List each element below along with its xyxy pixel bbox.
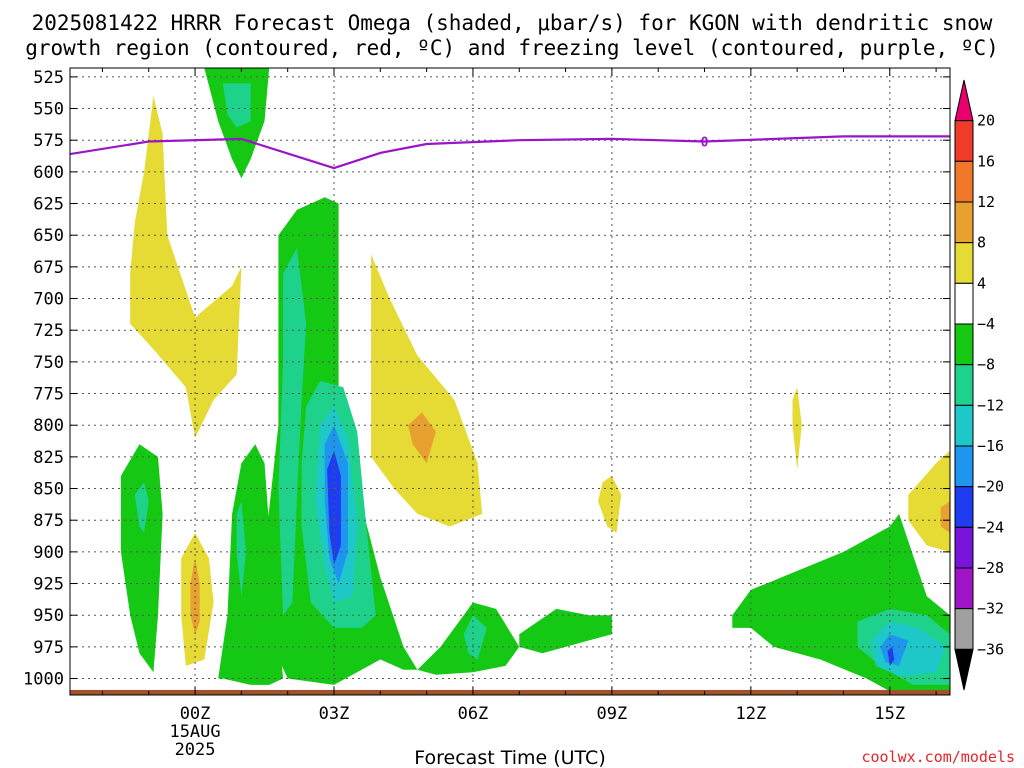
colorbar-label: −8	[977, 356, 995, 374]
colorbar-label: −28	[977, 559, 1004, 577]
colorbar-segment	[954, 567, 974, 610]
y-tick-label: 775	[33, 385, 64, 405]
colorbar-label: 4	[977, 274, 986, 292]
y-tick-label: 1000	[23, 670, 64, 690]
omega-region-4	[792, 387, 802, 470]
y-tick-label: 650	[33, 226, 64, 246]
plot-area: 0	[70, 68, 950, 695]
colorbar-label: 8	[977, 234, 986, 252]
colorbar-top-arrow	[954, 79, 974, 122]
omega-region-6	[408, 412, 436, 464]
y-tick-label: 575	[33, 131, 64, 151]
y-tick-label: 525	[33, 68, 64, 88]
omega-region-12	[120, 444, 163, 673]
omega-region-19	[236, 501, 246, 597]
x-tick-label: 15Z	[874, 704, 905, 724]
y-tick-label: 825	[33, 448, 64, 468]
x-tick-label: 00Z	[180, 704, 211, 724]
omega-region-20	[134, 482, 149, 533]
omega-region-11	[218, 444, 284, 685]
y-tick-label: 700	[33, 290, 64, 310]
omega-region-3	[598, 475, 622, 533]
chart-title-line1: 2025081422 HRRR Forecast Omega (shaded, …	[32, 11, 993, 35]
colorbar-label: 16	[977, 152, 995, 170]
colorbar-segment	[954, 201, 974, 244]
omega-region-5	[908, 450, 950, 552]
colorbar-segment	[954, 242, 974, 284]
y-tick-label: 625	[33, 195, 64, 215]
y-tick-label: 950	[33, 606, 64, 626]
colorbar-segment	[954, 282, 974, 325]
y-tick-label: 675	[33, 258, 64, 278]
terrain-strip	[70, 689, 950, 695]
x-tick-label: 12Z	[735, 704, 766, 724]
colorbar-segment	[954, 323, 974, 366]
x-tick-label: 03Z	[319, 704, 350, 724]
colorbar-segment	[954, 120, 974, 162]
colorbar: 20 16 12 8 4 −4 −8 −12 −16 −20 −24 −28 −32 −36	[954, 79, 1004, 691]
y-tick-label: 900	[33, 543, 64, 563]
omega-region-28	[887, 646, 895, 666]
y-tick-label: 725	[33, 321, 64, 341]
colorbar-label: 12	[977, 193, 995, 211]
omega-region-21	[463, 615, 487, 660]
omega-region-8	[940, 501, 950, 533]
omega-region-26	[880, 634, 909, 666]
x-tick-date: 15AUG	[169, 722, 220, 742]
colorbar-label: 20	[977, 112, 995, 130]
y-tick-label: 875	[33, 511, 64, 531]
x-tick-year: 2025	[175, 740, 216, 760]
omega-region-14	[519, 608, 612, 654]
colorbar-segment	[954, 486, 974, 528]
colorbar-segment	[954, 160, 974, 203]
omega-region-18	[222, 83, 251, 128]
x-tick-label: 06Z	[458, 704, 489, 724]
freezing-level-line	[70, 135, 950, 170]
colorbar-label: −20	[977, 478, 1004, 496]
axes: 525 550 575 600 625 650 675 700 725 750 775 800 825 8…	[23, 67, 951, 760]
colorbar-label: −24	[977, 518, 1004, 536]
y-tick-label: 750	[33, 353, 64, 373]
y-tick-label: 800	[33, 416, 64, 436]
plot-border	[69, 67, 951, 696]
colorbar-segment	[954, 445, 974, 488]
colorbar-bottom-arrow	[954, 648, 974, 691]
y-tick-label: 850	[33, 480, 64, 500]
freezing-level-label: 0	[701, 135, 709, 150]
colorbar-label: −32	[977, 600, 1004, 618]
colorbar-label: −36	[977, 640, 1004, 658]
colorbar-segment	[954, 364, 974, 406]
omega-region-0	[130, 95, 242, 438]
omega-region-16	[278, 247, 307, 616]
credit-link[interactable]: coolwx.com/models	[861, 748, 1015, 766]
colorbar-label: −16	[977, 437, 1004, 455]
chart-title-line2: growth region (contoured, red, ºC) and f…	[25, 36, 999, 60]
colorbar-segment	[954, 608, 974, 650]
y-tick-label: 600	[33, 163, 64, 183]
x-axis-label: Forecast Time (UTC)	[414, 747, 605, 768]
colorbar-segment	[954, 526, 974, 569]
colorbar-label: −12	[977, 396, 1004, 414]
y-tick-label: 925	[33, 575, 64, 595]
y-tick-label: 550	[33, 100, 64, 120]
y-tick-label: 975	[33, 638, 64, 658]
colorbar-label: −4	[977, 315, 995, 333]
shaded-field: 0	[70, 68, 950, 695]
colorbar-segment	[954, 404, 974, 447]
x-tick-label: 09Z	[597, 704, 628, 724]
omega-region-1	[371, 254, 483, 527]
